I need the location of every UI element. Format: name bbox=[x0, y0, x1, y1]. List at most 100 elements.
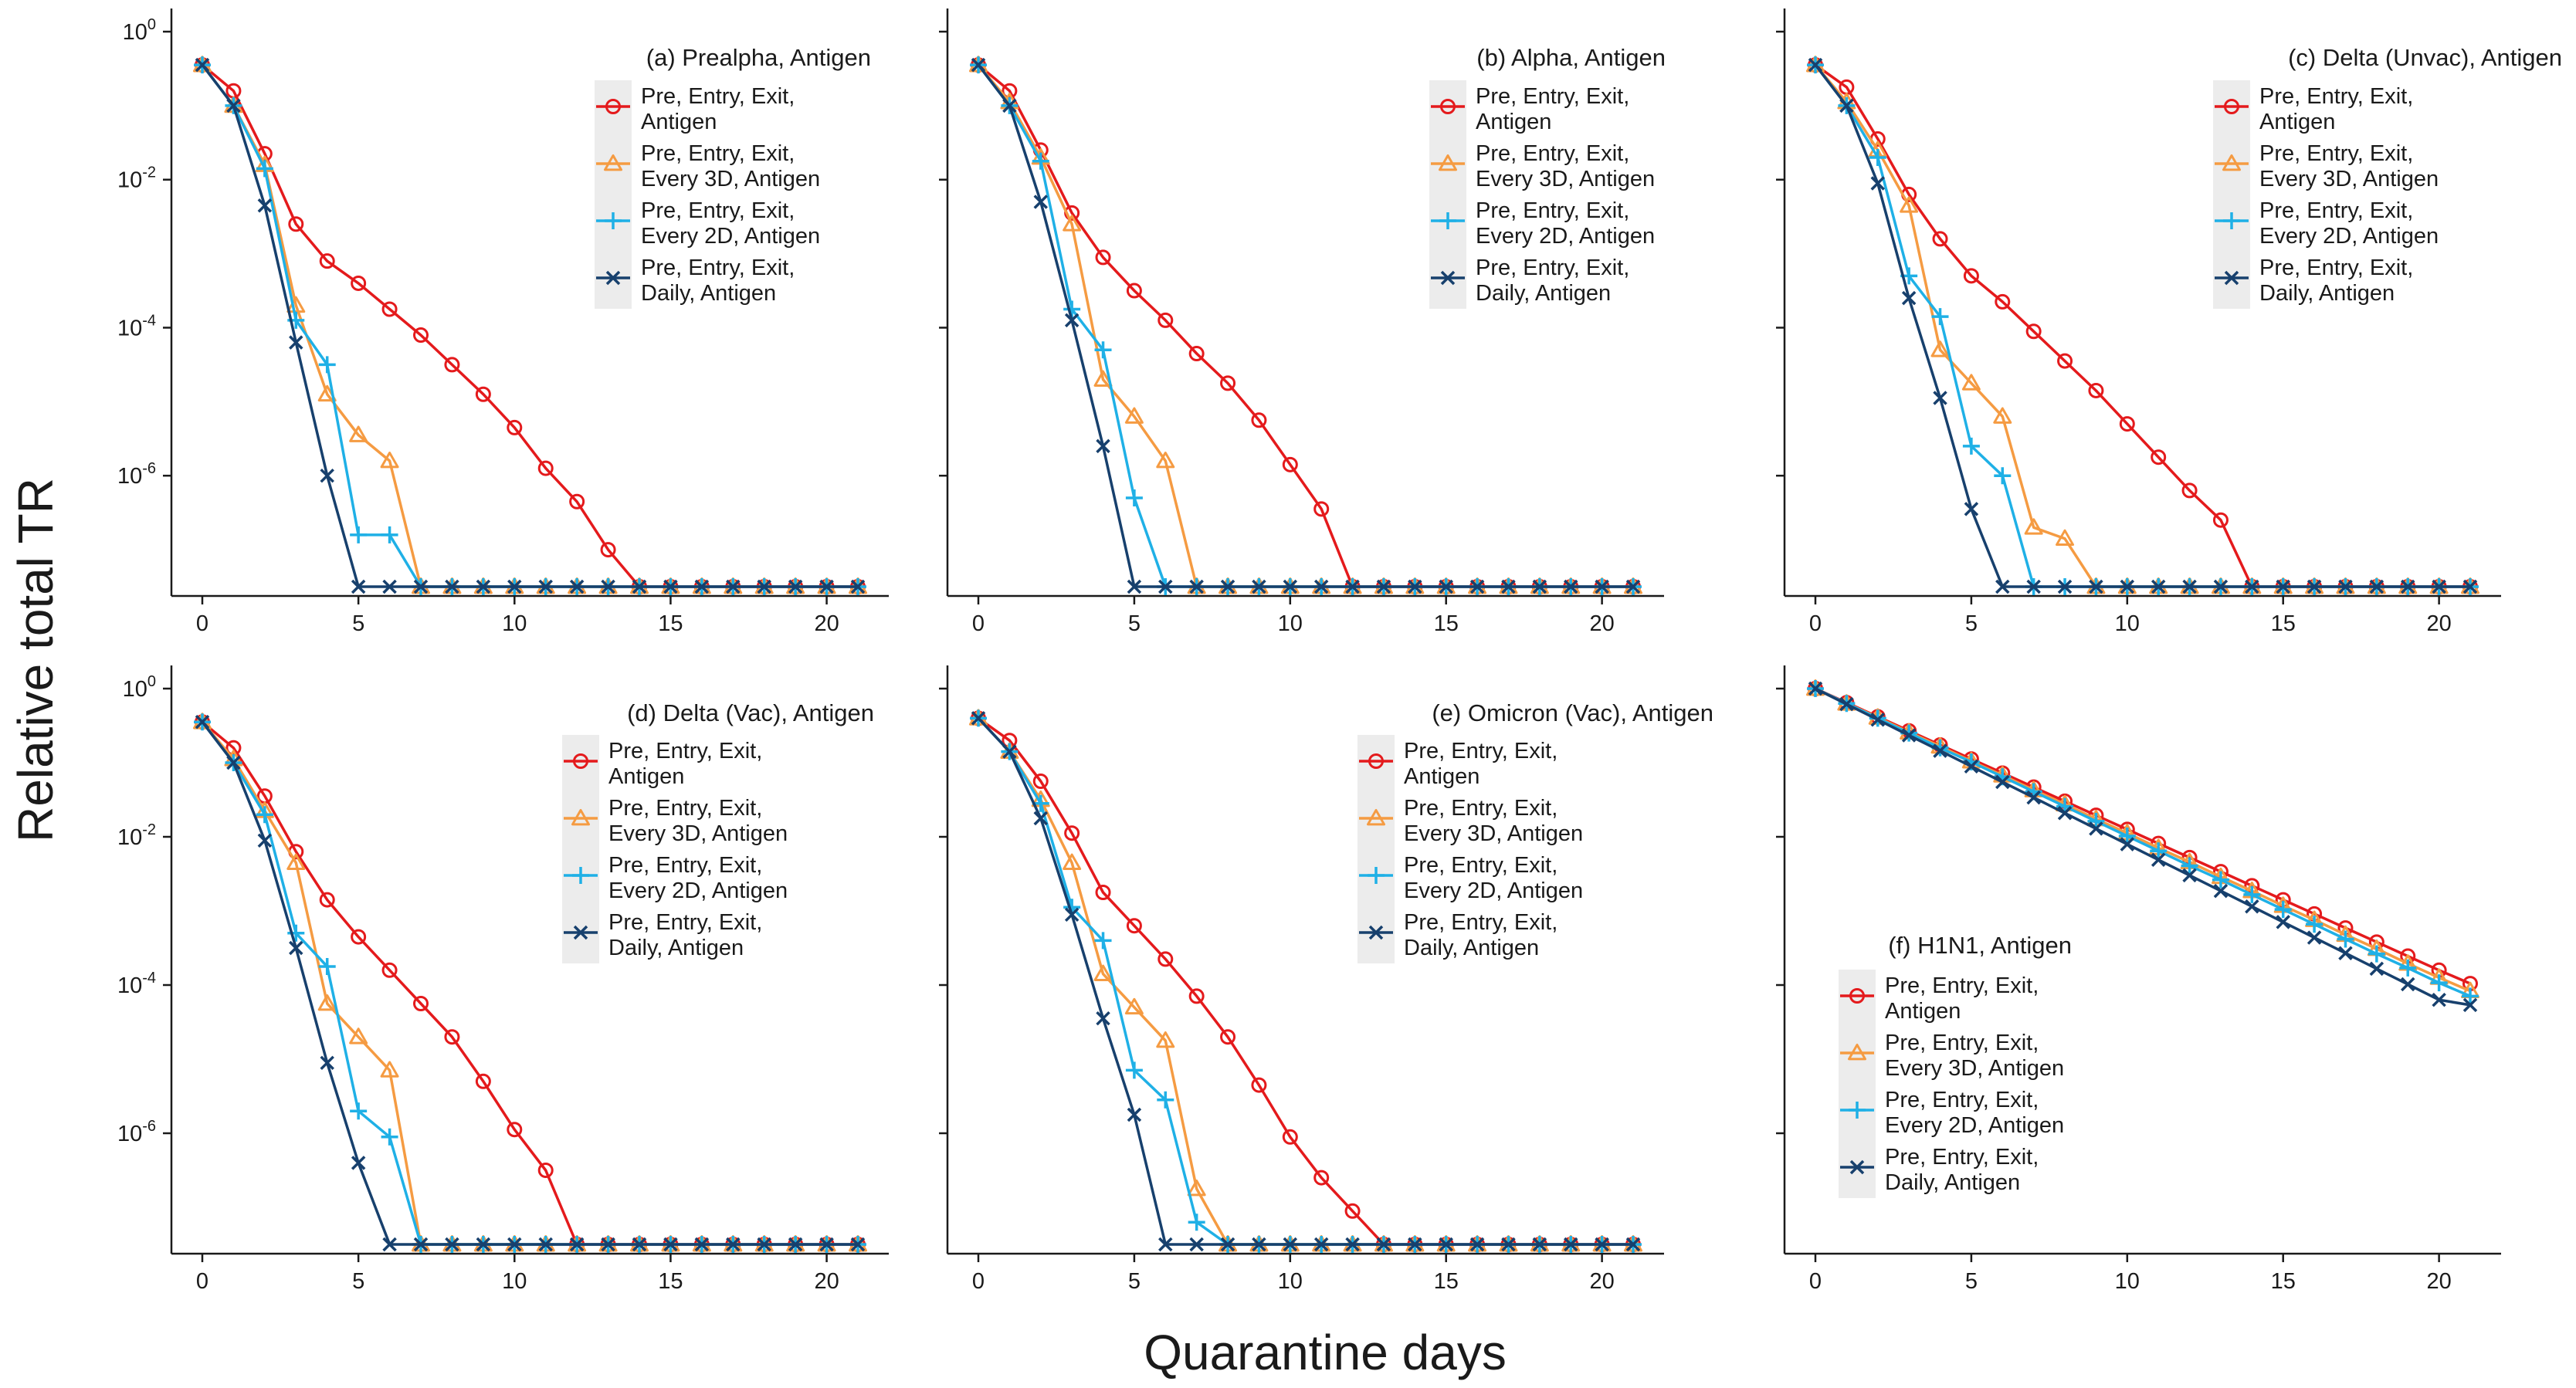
data-point bbox=[351, 929, 367, 945]
data-point bbox=[2274, 901, 2292, 919]
data-point bbox=[2307, 930, 2322, 945]
legend-label-line2: Antigen bbox=[608, 764, 684, 789]
data-point bbox=[1839, 98, 1854, 113]
data-point bbox=[350, 526, 368, 543]
data-point bbox=[289, 940, 303, 956]
data-point bbox=[2338, 579, 2353, 594]
legend-label-line2: Antigen bbox=[1404, 764, 1480, 789]
data-point bbox=[1808, 681, 1823, 696]
y-tick-base: 10 bbox=[117, 168, 142, 193]
data-point bbox=[1962, 437, 1980, 455]
y-tick-exponent: 0 bbox=[147, 16, 156, 33]
y-tick-exponent: 0 bbox=[147, 673, 156, 690]
data-point bbox=[507, 1122, 523, 1138]
data-point bbox=[1564, 579, 1578, 594]
x-tick-label: 15 bbox=[658, 1269, 683, 1294]
data-point bbox=[2401, 579, 2415, 594]
data-point bbox=[2462, 997, 2478, 1013]
data-point bbox=[694, 1237, 710, 1252]
data-point bbox=[1439, 579, 1453, 594]
legend-entry: Pre, Entry, Exit,Every 2D, Antigen bbox=[596, 198, 820, 249]
data-point bbox=[569, 493, 585, 509]
data-point bbox=[257, 833, 273, 848]
legend-label-line2: Every 3D, Antigen bbox=[2259, 167, 2439, 191]
x-axis-title: Quarantine days bbox=[1144, 1325, 1507, 1380]
data-point bbox=[2151, 579, 2166, 594]
y-tick-exponent: -4 bbox=[142, 312, 156, 329]
data-point bbox=[2401, 977, 2415, 992]
legend-label-line1: Pre, Entry, Exit, bbox=[608, 853, 762, 878]
legend-label-line1: Pre, Entry, Exit, bbox=[2259, 141, 2413, 166]
x-tick-label: 0 bbox=[196, 611, 208, 636]
data-point bbox=[1995, 293, 2011, 310]
legend-marker bbox=[1849, 988, 1865, 1004]
data-point bbox=[788, 1237, 803, 1252]
data-point bbox=[1093, 964, 1113, 981]
chart-panel: 0 5 10 15 20 (e) Omicron (Vac), Antigen Pre, E… bbox=[939, 665, 1713, 1294]
legend-entry: Pre, Entry, Exit,Daily, Antigen bbox=[596, 256, 795, 306]
legend-label-line2: Daily, Antigen bbox=[1476, 281, 1611, 306]
x-tick-label: 20 bbox=[1589, 1269, 1614, 1294]
data-point bbox=[2243, 885, 2261, 903]
data-point bbox=[1282, 456, 1298, 472]
x-tick-label: 15 bbox=[1434, 611, 1459, 636]
data-point bbox=[2119, 416, 2135, 432]
data-point bbox=[2307, 579, 2322, 594]
data-point bbox=[319, 253, 335, 269]
data-point bbox=[1063, 300, 1081, 318]
data-point bbox=[2057, 806, 2073, 821]
series-every2d bbox=[970, 56, 1642, 595]
data-point bbox=[381, 301, 398, 317]
data-point bbox=[1964, 502, 1979, 516]
data-point bbox=[1188, 346, 1205, 362]
data-point bbox=[2432, 579, 2446, 594]
x-tick-label: 20 bbox=[2426, 1269, 2451, 1294]
legend-key-background bbox=[1839, 970, 1876, 1198]
legend-entry: Pre, Entry, Exit,Every 2D, Antigen bbox=[564, 853, 788, 903]
data-point bbox=[694, 579, 710, 594]
data-point bbox=[1127, 579, 1142, 594]
panel-title: (e) Omicron (Vac), Antigen bbox=[1432, 699, 1713, 726]
y-tick-exponent: -4 bbox=[142, 970, 156, 987]
data-point bbox=[2368, 945, 2385, 963]
legend-entry: Pre, Entry, Exit,Antigen bbox=[1431, 84, 1629, 134]
data-point bbox=[757, 579, 771, 594]
data-point bbox=[1124, 997, 1144, 1015]
y-tick-base: 10 bbox=[117, 973, 142, 998]
series-every3d bbox=[969, 709, 1642, 1252]
legend-marker bbox=[571, 809, 590, 826]
data-point bbox=[1869, 148, 1886, 166]
data-point bbox=[1283, 1237, 1298, 1252]
data-point bbox=[2182, 579, 2197, 594]
legend-label-line2: Daily, Antigen bbox=[641, 281, 776, 306]
data-point bbox=[601, 579, 615, 594]
x-tick-label: 15 bbox=[2271, 1269, 2296, 1294]
y-tick-base: 10 bbox=[117, 1122, 142, 1146]
data-point bbox=[381, 1128, 398, 1146]
data-point bbox=[1469, 579, 1485, 594]
data-point bbox=[320, 468, 334, 483]
data-point bbox=[1532, 1237, 1547, 1252]
x-tick-label: 10 bbox=[502, 1269, 527, 1294]
data-point bbox=[1156, 452, 1175, 469]
data-point bbox=[1564, 1237, 1578, 1252]
legend-marker bbox=[1368, 753, 1384, 769]
data-point bbox=[351, 275, 367, 291]
data-point bbox=[2089, 579, 2103, 594]
data-point bbox=[1094, 932, 1112, 950]
data-point bbox=[2369, 961, 2384, 977]
data-point bbox=[2430, 974, 2448, 992]
data-point bbox=[1188, 1214, 1205, 1231]
legend-label-line2: Every 3D, Antigen bbox=[1476, 167, 1655, 191]
legend-label-line2: Every 2D, Antigen bbox=[608, 879, 788, 903]
data-point bbox=[2057, 353, 2073, 369]
data-point bbox=[1125, 1061, 1143, 1079]
legend-label-line1: Pre, Entry, Exit, bbox=[641, 141, 795, 166]
data-point bbox=[2369, 579, 2384, 594]
series-every2d bbox=[194, 713, 866, 1253]
legend-label-line1: Pre, Entry, Exit, bbox=[2259, 198, 2413, 223]
data-point bbox=[1313, 1170, 1330, 1186]
data-point bbox=[1532, 579, 1547, 594]
